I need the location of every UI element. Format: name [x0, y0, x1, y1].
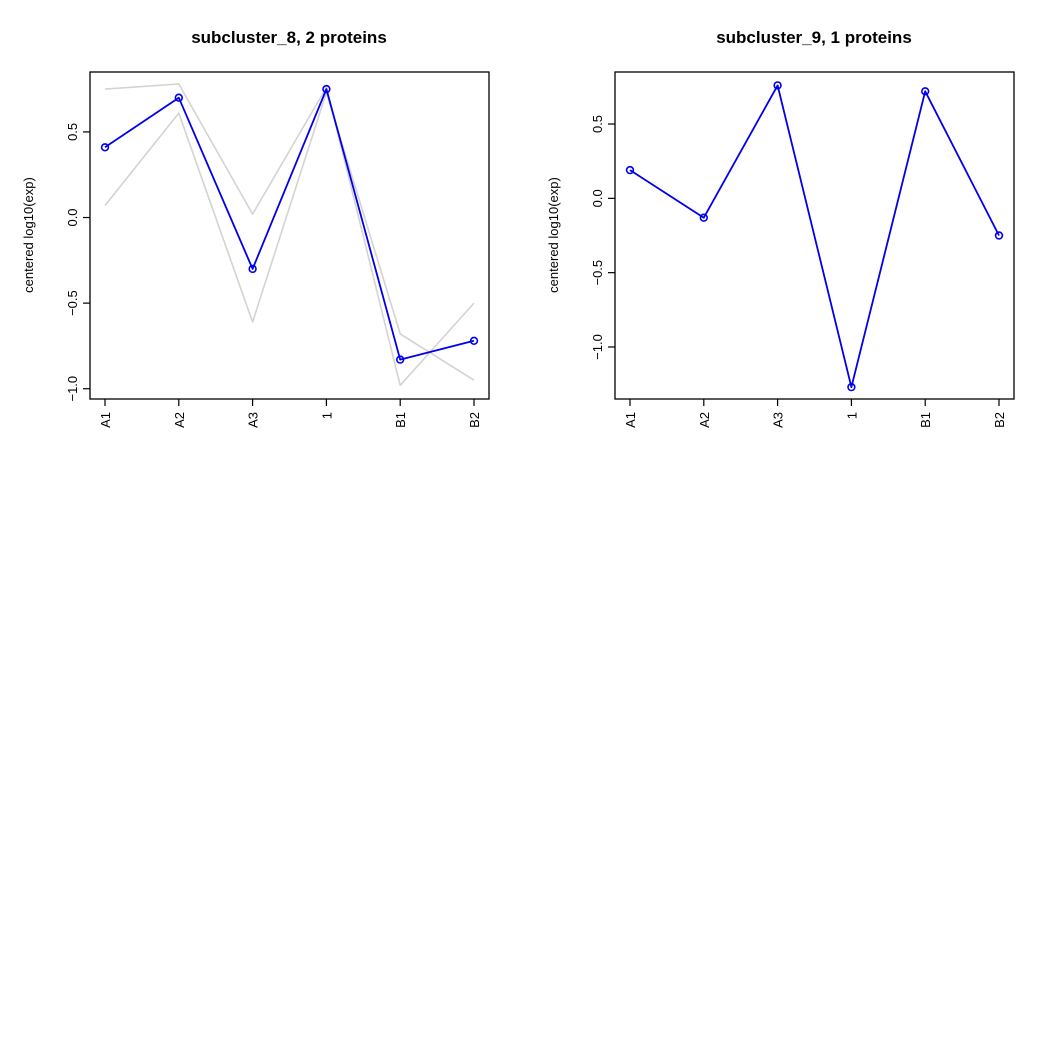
- x-tick-label-A2: A2: [172, 412, 187, 428]
- chart-title: subcluster_9, 1 proteins: [716, 28, 912, 47]
- x-tick-label-B1: B1: [393, 412, 408, 428]
- y-axis-label: centered log10(exp): [546, 177, 561, 293]
- x-tick-label-A3: A3: [771, 412, 786, 428]
- x-tick-label-B2: B2: [992, 412, 1007, 428]
- y-tick-label: −0.5: [590, 260, 605, 286]
- data-point-A1: [625, 165, 635, 175]
- data-point-A2: [174, 93, 184, 102]
- series-line-member-1: [104, 83, 475, 387]
- y-tick-label: 0.5: [65, 123, 80, 141]
- data-point-1: [322, 84, 331, 94]
- y-tick-label: −0.5: [65, 290, 80, 316]
- x-tick-label-A3: A3: [246, 412, 261, 428]
- series-line-mean: [629, 84, 1000, 389]
- x-tick-label-A1: A1: [623, 412, 638, 428]
- data-point-A1: [100, 143, 110, 152]
- y-tick-label: −1.0: [65, 376, 80, 402]
- y-tick-label: −1.0: [590, 334, 605, 360]
- series-line-member-2: [104, 91, 475, 381]
- x-tick-label-1: 1: [319, 412, 334, 419]
- data-point-1: [847, 382, 856, 392]
- y-tick-label: 0.5: [590, 115, 605, 133]
- y-axis-label: centered log10(exp): [21, 177, 36, 293]
- x-tick-label-B1: B1: [918, 412, 933, 428]
- data-point-A3: [248, 264, 257, 274]
- chart-panel-subcluster-8: subcluster_8, 2 proteins centered log10(…: [21, 28, 490, 428]
- data-point-A3: [773, 81, 782, 90]
- x-tick-label-A1: A1: [98, 412, 113, 428]
- y-tick-label: 0.0: [590, 189, 605, 207]
- plot-frame: [614, 71, 1015, 400]
- chart-panel-subcluster-9: subcluster_9, 1 proteins centered log10(…: [546, 28, 1015, 428]
- plot-area: A1 A2 A3 1 B1 B2 −1.0 −0.5 0.0 0.5: [65, 71, 490, 428]
- x-tick-label-1: 1: [844, 412, 859, 419]
- data-point-B2: [994, 231, 1004, 240]
- plot-area: A1 A2 A3 1 B1 B2 −1.0 −0.5 0.0 0.5: [590, 71, 1015, 428]
- data-point-B1: [920, 87, 930, 96]
- plot-frame: [89, 71, 490, 400]
- x-tick-label-A2: A2: [697, 412, 712, 428]
- data-point-B2: [469, 336, 479, 345]
- y-tick-label: 0.0: [65, 208, 80, 226]
- data-point-A2: [699, 213, 708, 222]
- series-line-mean: [104, 88, 475, 361]
- x-tick-label-B2: B2: [467, 412, 482, 428]
- chart-title: subcluster_8, 2 proteins: [191, 28, 387, 47]
- data-point-B1: [396, 355, 405, 364]
